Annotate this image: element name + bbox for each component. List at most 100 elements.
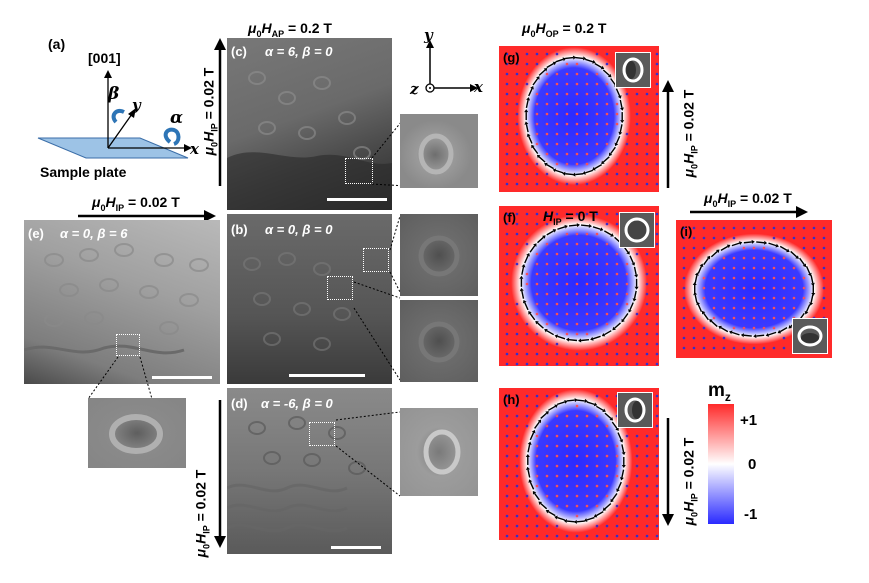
spin-dot [515, 182, 519, 186]
spin-dot [702, 286, 706, 290]
skyrmion-texture-b [243, 252, 351, 351]
spin-dot [555, 464, 559, 468]
spin-dot [655, 262, 659, 266]
spin-dot [585, 72, 589, 76]
spin-dot [575, 242, 579, 246]
wall-spin-arrowhead [564, 224, 568, 229]
spin-dot [525, 212, 529, 216]
spin-dot [525, 504, 529, 508]
wall-spin-arrowhead [554, 515, 558, 520]
spin-dot [732, 326, 736, 330]
spin-dot [742, 286, 746, 290]
spin-dot [585, 312, 589, 316]
spin-dot [625, 282, 629, 286]
spin-dot [655, 414, 659, 418]
wall-spin-arrowhead [593, 513, 598, 518]
spin-dot [645, 152, 649, 156]
spin-dot [515, 82, 519, 86]
spin-dot [575, 62, 579, 66]
spin-dot [535, 332, 539, 336]
wall-spin-arrow [743, 334, 752, 337]
zoom-image-d [400, 408, 478, 496]
spin-dot [605, 262, 609, 266]
spin-dot [772, 276, 776, 280]
spin-dot [545, 464, 549, 468]
spin-dot [605, 474, 609, 478]
spin-dot [732, 256, 736, 260]
spin-dot [772, 226, 776, 230]
spin-dot [535, 292, 539, 296]
spin-dot [525, 524, 529, 528]
spin-dot [682, 256, 686, 260]
wall-spin-arrow [617, 432, 622, 441]
spin-dot [555, 474, 559, 478]
spin-dot [555, 362, 559, 366]
wall-spin-arrowhead [609, 416, 614, 421]
wall-spin-arrowhead [802, 263, 807, 268]
lorentz-inset-f [619, 212, 655, 248]
spin-dot [595, 122, 599, 126]
spin-dot [525, 282, 529, 286]
spin-dot [605, 242, 609, 246]
spin-dot [505, 322, 509, 326]
skyrmion-core-h [519, 389, 633, 533]
panel-e-label: (e) [28, 226, 44, 241]
spin-dot [702, 236, 706, 240]
spin-dot [565, 464, 569, 468]
spin-dot [515, 222, 519, 226]
wall-spin-arrowhead [588, 223, 592, 228]
spin-dot [615, 504, 619, 508]
spin-dot [615, 182, 619, 186]
wall-spin-arrowhead [526, 133, 531, 137]
panel-d-angles: α = -6, β = 0 [261, 396, 333, 411]
spin-dot [505, 82, 509, 86]
spin-dot [605, 342, 609, 346]
spin-dot [635, 464, 639, 468]
spin-dot [505, 232, 509, 236]
spin-dot [595, 272, 599, 276]
wall-spin-arrowhead [543, 67, 548, 72]
spin-dot [505, 474, 509, 478]
wall-spin-arrow [594, 62, 603, 69]
skyrmion-ring-b-lower [418, 321, 460, 363]
wall-spin-arrowhead [601, 160, 605, 165]
spin-dot [762, 246, 766, 250]
spin-dot [575, 212, 579, 216]
wall-spin-arrowhead [601, 332, 606, 337]
spin-dot [615, 162, 619, 166]
spin-dot [555, 394, 559, 398]
wall-spin-arrow [524, 302, 529, 311]
spin-dot [585, 292, 589, 296]
wall-spin-arrowhead [522, 299, 527, 304]
spin-dot [515, 494, 519, 498]
spin-dot [812, 226, 816, 230]
spin-dot [575, 434, 579, 438]
wall-spin-arrowhead [753, 334, 757, 339]
spin-dot [505, 92, 509, 96]
spin-dot [565, 82, 569, 86]
wall-spin-arrowhead [599, 227, 604, 232]
spin-dot [655, 62, 659, 66]
skyrmion-ring-b-upper [418, 235, 460, 277]
spin-dot [752, 326, 756, 330]
spin-dot [575, 132, 579, 136]
zoom-region-b-lower [327, 276, 353, 300]
spin-dot [575, 494, 579, 498]
wall-spin-arrowhead [572, 172, 576, 177]
spin-dot [605, 82, 609, 86]
spin-dot [545, 92, 549, 96]
spin-dot [595, 464, 599, 468]
spin-dot [645, 534, 649, 538]
spin-dot [655, 342, 659, 346]
spin-dot [692, 256, 696, 260]
wall-spin-arrowhead [610, 233, 614, 237]
spin-dot [505, 212, 509, 216]
spin-dot [585, 242, 589, 246]
spin-dot [505, 404, 509, 408]
wall-spin-arrowhead [777, 329, 782, 334]
wall-spin-arrowhead [554, 404, 558, 409]
wall-spin-arrow [575, 173, 584, 176]
spin-dot [545, 444, 549, 448]
wall-spin-arrowhead [528, 310, 532, 315]
spin-dot [742, 256, 746, 260]
